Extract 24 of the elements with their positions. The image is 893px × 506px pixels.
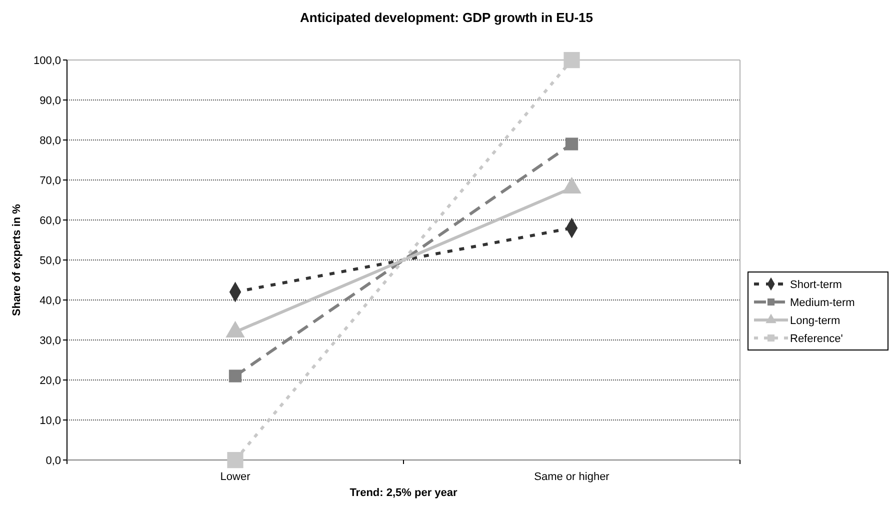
chart-title: Anticipated development: GDP growth in EU-15	[300, 10, 594, 25]
legend-label: Reference'	[790, 333, 843, 345]
legend-label: Short-term	[790, 279, 842, 291]
y-tick-label: 40,0	[40, 295, 61, 307]
point	[227, 452, 244, 468]
y-tick-label: 20,0	[40, 375, 61, 387]
point	[565, 138, 578, 150]
y-tick-label: 70,0	[40, 175, 61, 187]
y-tick-label: 90,0	[40, 95, 61, 107]
y-tick-label: 80,0	[40, 135, 61, 147]
y-tick-label: 30,0	[40, 335, 61, 347]
x-axis-title: Trend: 2,5% per year	[350, 487, 458, 499]
point	[228, 370, 242, 382]
y-tick-label: 10,0	[40, 415, 61, 427]
point	[564, 52, 580, 68]
y-tick-label: 0,0	[46, 455, 61, 467]
legend-label: Medium-term	[790, 297, 855, 309]
y-axis-title: Share of experts in %	[11, 204, 23, 316]
legend-label: Long-term	[790, 315, 840, 327]
y-tick-label: 60,0	[40, 215, 61, 227]
y-tick-label: 100,0	[33, 55, 61, 67]
x-tick-label: Lower	[220, 471, 251, 483]
x-tick-label: Same or higher	[534, 471, 610, 483]
y-tick-label: 50,0	[40, 255, 61, 267]
